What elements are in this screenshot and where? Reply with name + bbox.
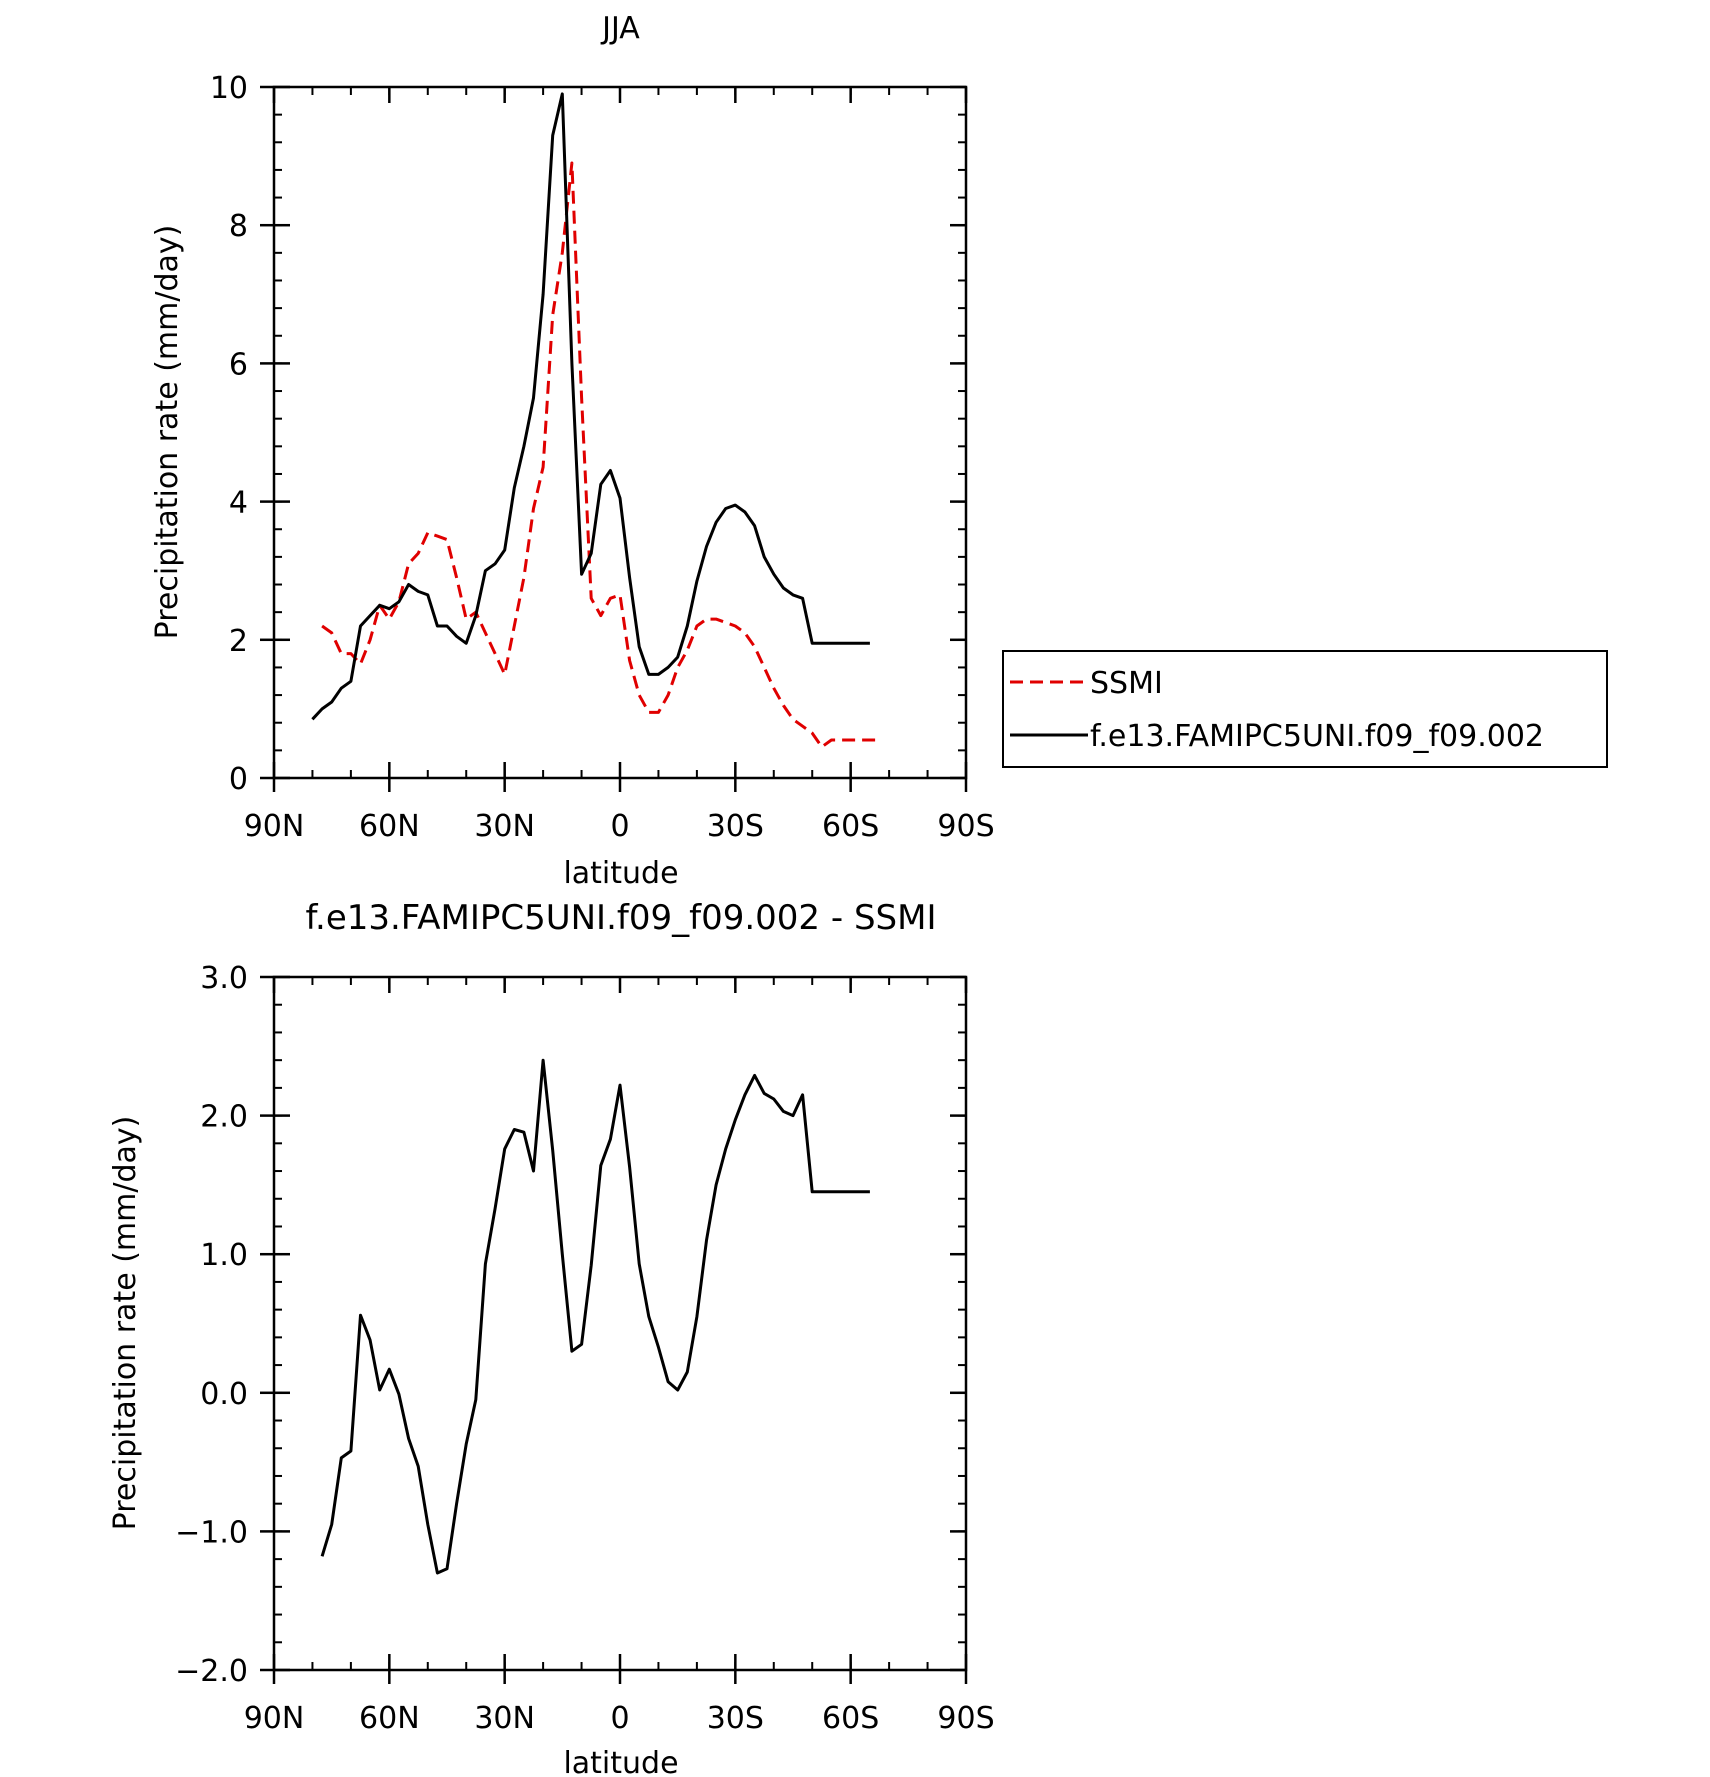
y-tick-label: 4 xyxy=(229,486,248,521)
y-tick-label: −1.0 xyxy=(175,1515,248,1550)
y-tick-label: 2.0 xyxy=(200,1100,248,1135)
series-line-f-e13-famipc5uni-f09-f09-002 xyxy=(311,92,870,721)
tick-labels: −2.0 −1.0 0.0 1.0 2.0 3.0 90N 60N 30N 0 30S 60S 90S xyxy=(175,961,994,1736)
x-tick-label: 0 xyxy=(610,809,629,844)
x-tick-label: 60S xyxy=(822,1701,879,1736)
axis-ticks xyxy=(260,975,968,1684)
y-tick-label: 0 xyxy=(229,762,248,797)
x-tick-label: 90S xyxy=(937,809,994,844)
y-tick-label: 2 xyxy=(229,624,248,659)
tick-labels: 0 2 4 6 8 10 90N 60N 30N 0 30S 60S 90S xyxy=(210,71,995,844)
gridlines xyxy=(273,976,967,1671)
y-tick-label: 3.0 xyxy=(200,961,248,996)
x-tick-label: 30N xyxy=(474,809,535,844)
lines-layer xyxy=(311,92,880,749)
x-tick-label: 30S xyxy=(707,1701,764,1736)
x-tick-label: 30S xyxy=(707,809,764,844)
x-axis-label: latitude xyxy=(563,1746,678,1777)
panel-top: JJA 0 2 4 6 8 10 90N 60N 30N 0 30S 60S 90S Precipita… xyxy=(150,11,1608,891)
x-tick-label: 90S xyxy=(937,1701,994,1736)
legend-label-model: f.e13.FAMIPC5UNI.f09_f09.002 xyxy=(1090,719,1544,754)
x-tick-label: 30N xyxy=(474,1701,535,1736)
series-line-ssmi xyxy=(321,161,880,749)
y-tick-label: −2.0 xyxy=(175,1654,248,1689)
y-tick-label: 0.0 xyxy=(200,1377,248,1412)
x-tick-label: 60N xyxy=(359,1701,420,1736)
y-tick-label: 1.0 xyxy=(200,1238,248,1273)
y-tick-label: 6 xyxy=(229,347,248,382)
x-tick-label: 60S xyxy=(822,809,879,844)
plot-frame xyxy=(272,975,968,1672)
legend-box xyxy=(1002,650,1608,768)
x-tick-label: 0 xyxy=(610,1701,629,1736)
x-tick-label: 60N xyxy=(359,809,420,844)
series-line-difference xyxy=(320,1058,870,1575)
plot-frame xyxy=(272,85,968,780)
legend: SSMI f.e13.FAMIPC5UNI.f09_f09.002 xyxy=(1002,650,1608,768)
panel-bottom: f.e13.FAMIPC5UNI.f09_f09.002 - SSMI −2.0… xyxy=(108,898,995,1777)
lines-layer xyxy=(320,1058,870,1575)
gridlines xyxy=(273,86,967,779)
chart-title: f.e13.FAMIPC5UNI.f09_f09.002 - SSMI xyxy=(306,898,937,938)
axis-ticks xyxy=(260,85,968,792)
y-axis-label: Precipitation rate (mm/day) xyxy=(108,1116,143,1531)
x-tick-label: 90N xyxy=(244,809,305,844)
y-tick-label: 8 xyxy=(229,209,248,244)
chart-title: JJA xyxy=(600,11,640,46)
legend-label-ssmi: SSMI xyxy=(1090,666,1163,701)
y-axis-label: Precipitation rate (mm/day) xyxy=(150,225,185,640)
x-axis-label: latitude xyxy=(563,856,678,891)
y-tick-label: 10 xyxy=(210,71,248,106)
x-tick-label: 90N xyxy=(244,1701,305,1736)
